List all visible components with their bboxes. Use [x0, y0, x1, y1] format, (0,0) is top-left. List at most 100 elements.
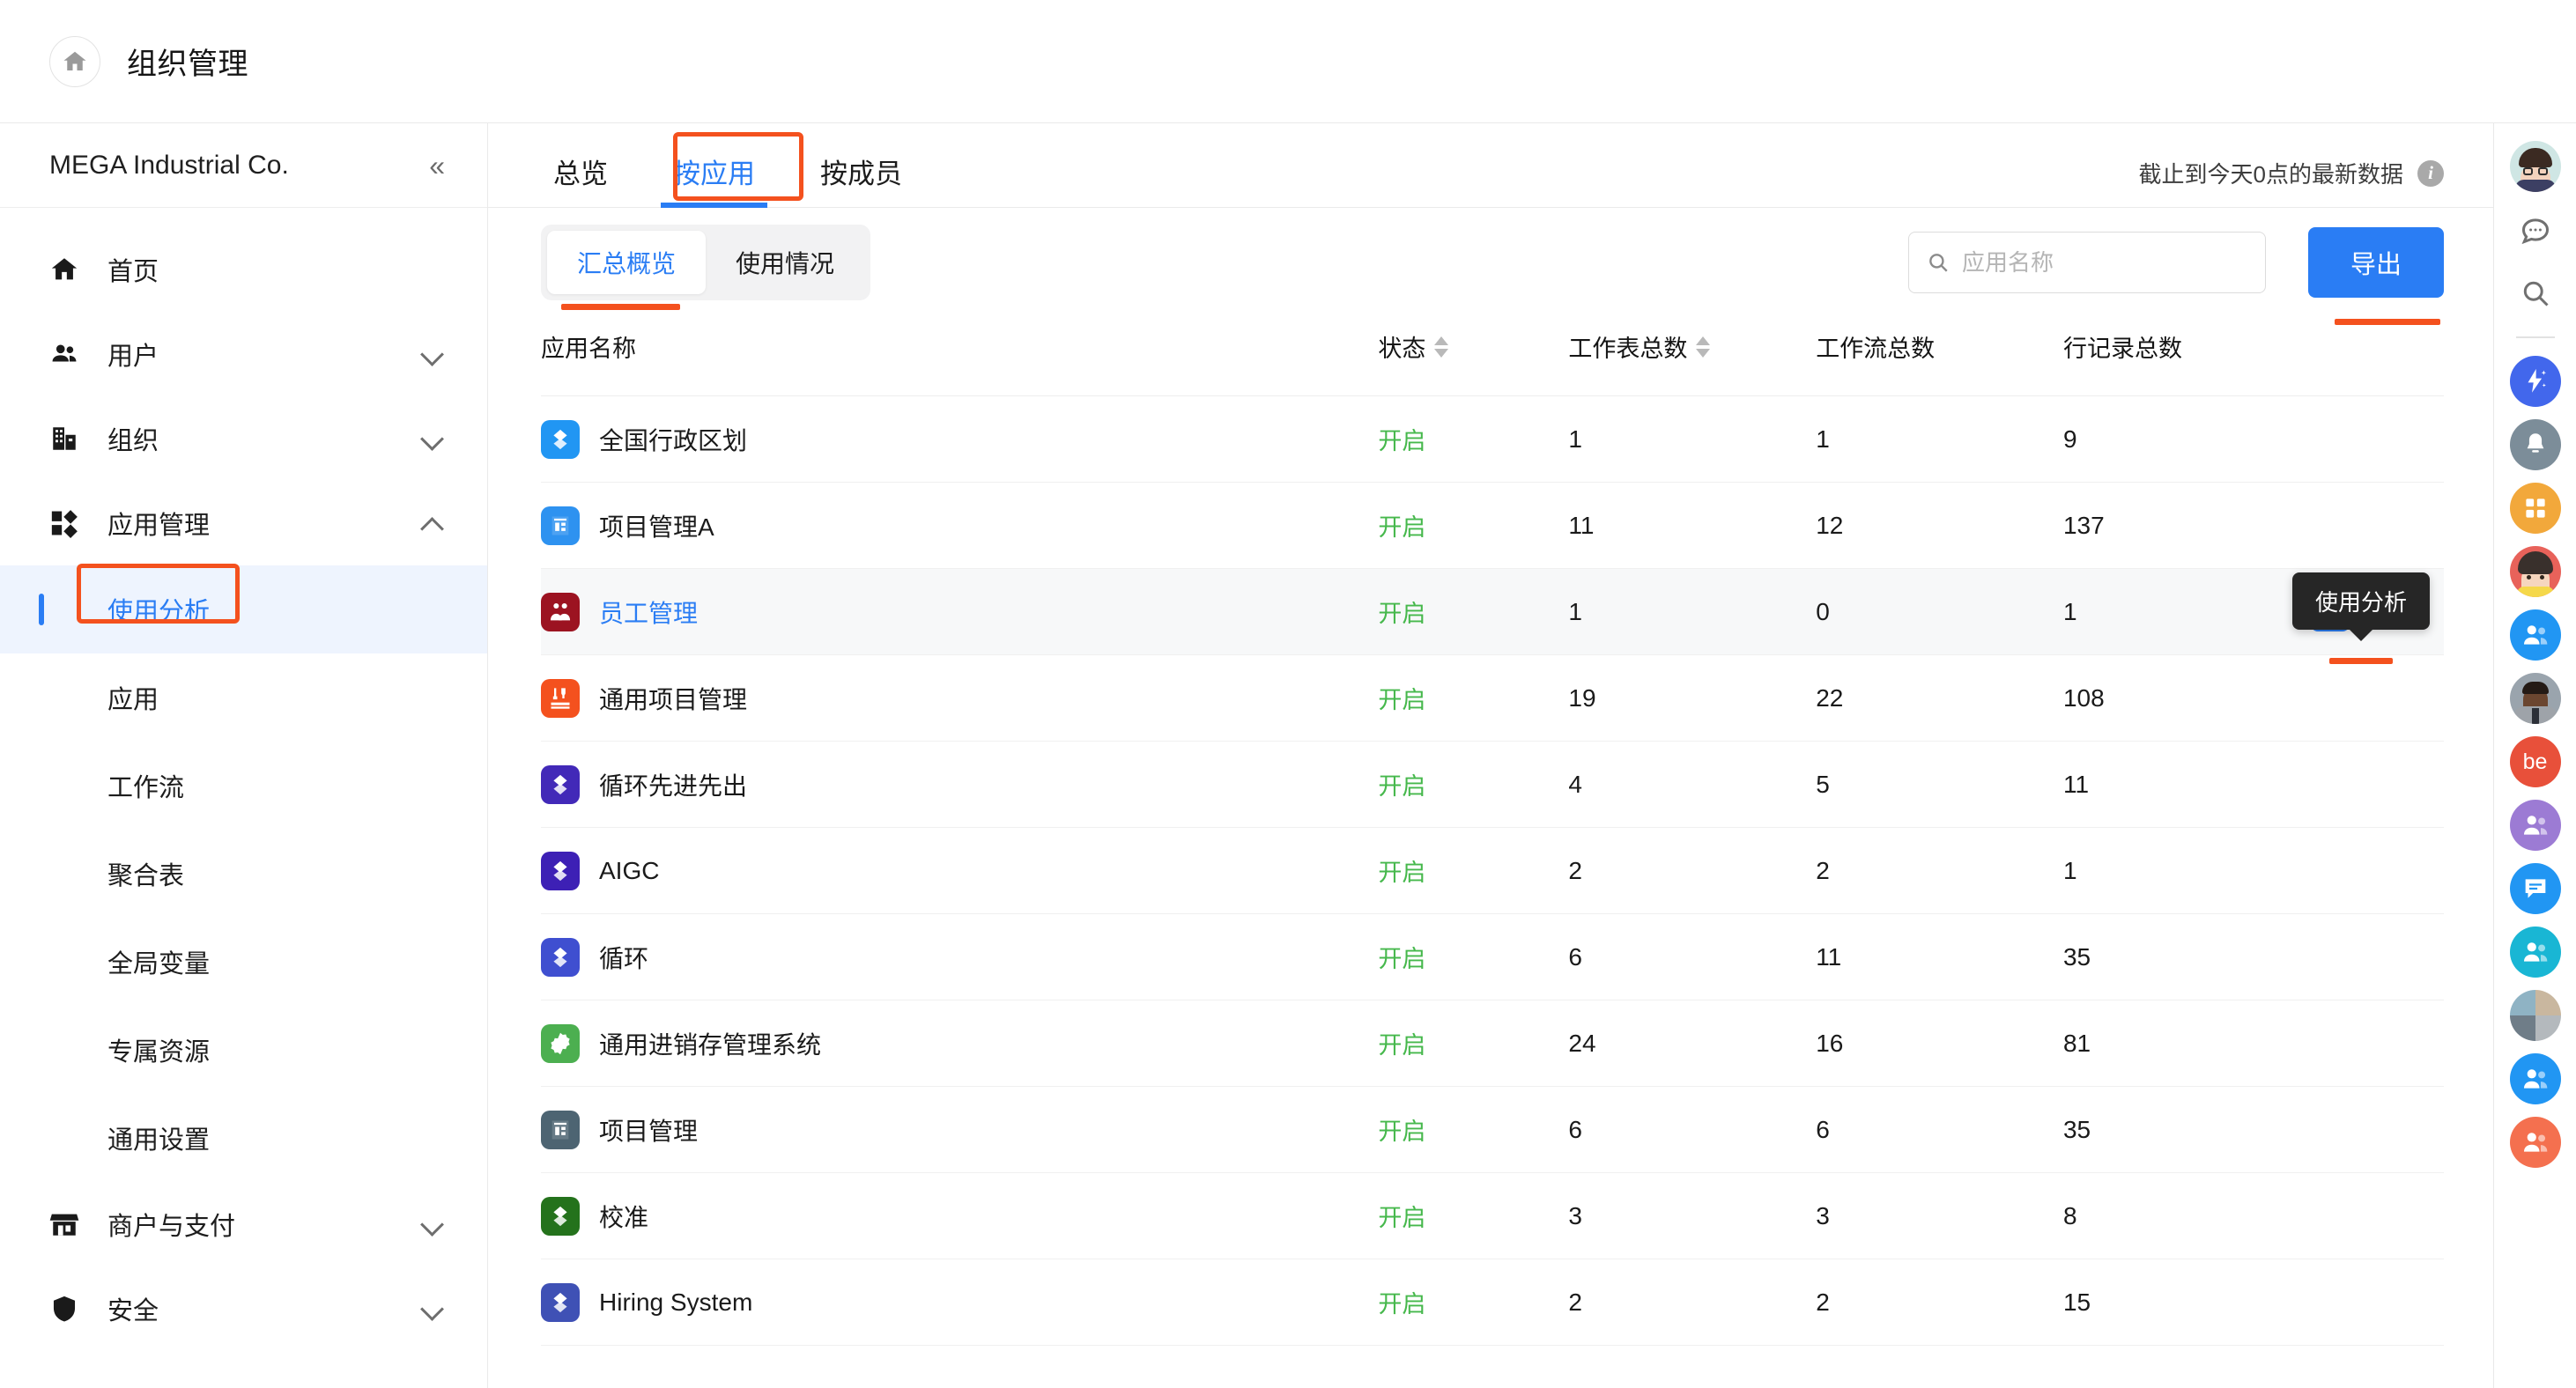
group-icon-blue[interactable]: [2508, 608, 2563, 662]
app-name-label[interactable]: 循环: [599, 944, 649, 972]
app-name-label[interactable]: 项目管理A: [599, 513, 714, 541]
cell-value: 6: [1816, 1115, 1830, 1143]
column-header-status[interactable]: 状态: [1378, 317, 1569, 396]
app-icon: [541, 851, 580, 890]
table-row[interactable]: 循环先进先出 开启 4 5 11: [541, 741, 2444, 828]
sidebar-item-security[interactable]: 安全: [0, 1266, 487, 1351]
cell-records: 11: [2062, 741, 2311, 828]
group-photo-quad[interactable]: [2508, 988, 2563, 1043]
contact-avatar-man[interactable]: [2508, 671, 2563, 726]
chevron-down-icon[interactable]: [422, 1213, 445, 1236]
cell-actions: [2310, 1172, 2444, 1259]
app-name-label[interactable]: 项目管理: [599, 1117, 699, 1145]
chevron-down-icon[interactable]: [422, 343, 445, 365]
status-badge: 开启: [1378, 428, 1426, 454]
app-name-label[interactable]: 员工管理: [599, 599, 699, 627]
table-row[interactable]: 校准 开启 3 3 8: [541, 1172, 2444, 1259]
app-name-label[interactable]: 通用项目管理: [599, 685, 748, 713]
sidebar-item-aggregate-table[interactable]: 聚合表: [0, 830, 487, 918]
app-name-label[interactable]: AIGC: [599, 856, 660, 884]
app-name-label[interactable]: 全国行政区划: [599, 426, 748, 454]
collapse-sidebar-icon[interactable]: «: [429, 149, 445, 181]
group-icon-orange[interactable]: [2508, 1115, 2563, 1170]
cell-value: 22: [1816, 683, 1844, 712]
group-icon-blue2[interactable]: [2508, 1052, 2563, 1106]
app-name-label[interactable]: 校准: [599, 1203, 649, 1231]
sidebar-item-dedicated-resources[interactable]: 专属资源: [0, 1006, 487, 1094]
cell-records: 108: [2062, 654, 2311, 742]
table-row[interactable]: 员工管理 开启 1 0 1: [541, 568, 2444, 655]
message-icon-blue[interactable]: [2508, 861, 2563, 916]
info-icon[interactable]: i: [2417, 159, 2444, 187]
body: MEGA Industrial Co. « 首页 用户: [0, 123, 2576, 1388]
cell-value: 15: [2062, 1288, 2091, 1316]
column-header-actions: [2310, 317, 2444, 396]
chat-icon[interactable]: [2508, 203, 2563, 257]
table-row[interactable]: Hiring System 开启 2 2 15: [541, 1259, 2444, 1346]
apps-grid-icon[interactable]: [2508, 481, 2563, 535]
chevron-up-icon[interactable]: [422, 512, 445, 535]
cell-records: 1: [2062, 827, 2311, 914]
cell-app-name: AIGC: [541, 827, 1379, 914]
segment-usage-status[interactable]: 使用情况: [736, 250, 835, 277]
ai-spark-icon[interactable]: [2508, 354, 2563, 409]
sidebar-item-app-management[interactable]: 应用管理: [0, 481, 487, 565]
cell-workflows: 22: [1816, 654, 2063, 742]
sidebar-item-home[interactable]: 首页: [0, 227, 487, 312]
sidebar-item-users[interactable]: 用户: [0, 312, 487, 396]
table-row[interactable]: 通用项目管理 开启 19 22 108: [541, 654, 2444, 742]
segment-summary-overview[interactable]: 汇总概览: [547, 231, 707, 294]
sidebar-item-global-variables[interactable]: 全局变量: [0, 918, 487, 1006]
cell-records: 137: [2062, 482, 2311, 569]
table-row[interactable]: 循环 开启 6 11 35: [541, 913, 2444, 1000]
table-row[interactable]: 通用进销存管理系统 开启 24 16 81: [541, 1000, 2444, 1087]
table-row[interactable]: 项目管理 开启 6 6 35: [541, 1086, 2444, 1173]
sidebar-item-organization[interactable]: 组织: [0, 396, 487, 481]
tab-by-member[interactable]: 按成员: [820, 159, 902, 189]
app-icon: [541, 592, 580, 631]
sidebar-item-merchant-payment[interactable]: 商户与支付: [0, 1182, 487, 1266]
contact-avatar-woman[interactable]: [2508, 544, 2563, 599]
sort-icon[interactable]: [1434, 336, 1449, 358]
shield-icon: [49, 1294, 86, 1324]
column-header-sheets-total[interactable]: 工作表总数: [1568, 317, 1817, 396]
app-name-label[interactable]: Hiring System: [599, 1288, 753, 1316]
table-row[interactable]: 全国行政区划 开启 1 1 9: [541, 395, 2444, 483]
content-area: 汇总概览 使用情况 导出: [488, 208, 2493, 1388]
sidebar-item-workflow[interactable]: 工作流: [0, 742, 487, 830]
sidebar-item-general-settings[interactable]: 通用设置: [0, 1094, 487, 1182]
search-box[interactable]: [1907, 232, 2266, 293]
search-input[interactable]: [1961, 248, 2247, 277]
tab-by-app[interactable]: 按应用: [661, 151, 767, 208]
search-icon[interactable]: [2508, 266, 2563, 321]
cell-sheets: 3: [1568, 1172, 1817, 1259]
tab-overview[interactable]: 总览: [553, 159, 608, 189]
chevron-down-icon[interactable]: [422, 1297, 445, 1320]
home-icon[interactable]: [49, 35, 100, 87]
table-row[interactable]: 项目管理A 开启 11 12 137: [541, 482, 2444, 569]
cell-value: 11: [1568, 511, 1595, 539]
sidebar-item-apps[interactable]: 应用: [0, 653, 487, 742]
apps-table-wrap: 应用名称 状态 工作表总数: [541, 317, 2444, 1388]
cell-app-name: 校准: [541, 1172, 1379, 1259]
cell-value: 3: [1568, 1201, 1582, 1229]
cell-actions: [2310, 741, 2444, 828]
table-row[interactable]: AIGC 开启 2 2 1: [541, 827, 2444, 914]
app-icon: [541, 1023, 580, 1063]
cell-value: 35: [2062, 942, 2091, 971]
app-name-label[interactable]: 通用进销存管理系统: [599, 1030, 822, 1059]
app-name-label[interactable]: 循环先进先出: [599, 772, 748, 800]
sidebar-subitem-label: 全局变量: [107, 950, 211, 978]
group-icon-cyan[interactable]: [2508, 925, 2563, 979]
cell-status: 开启: [1378, 1259, 1569, 1346]
group-badge-be[interactable]: be: [2508, 735, 2563, 789]
sidebar-item-usage-analysis[interactable]: 使用分析: [0, 565, 487, 653]
sort-icon[interactable]: [1696, 336, 1711, 358]
notification-bell-icon[interactable]: [2508, 417, 2563, 472]
cell-app-name: 循环: [541, 913, 1379, 1000]
group-icon-purple[interactable]: [2508, 798, 2563, 853]
export-button[interactable]: 导出: [2307, 227, 2444, 298]
user-avatar[interactable]: [2508, 139, 2563, 194]
chevron-down-icon[interactable]: [422, 427, 445, 450]
cell-value: 4: [1568, 770, 1582, 798]
